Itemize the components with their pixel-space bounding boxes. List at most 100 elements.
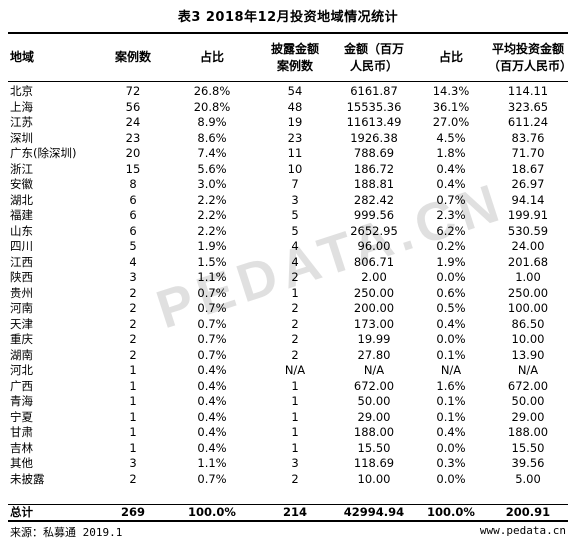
total-amount-share: 100.0% [427, 505, 475, 519]
cell-share: 0.7% [197, 471, 227, 486]
cell-disclosed-cases: 2 [291, 270, 299, 284]
cell-share: 0.7% [197, 347, 227, 362]
cell-avg-amount: 114.11 [507, 84, 549, 98]
cell-region: 上海 [10, 99, 33, 114]
cell-avg-amount: 50.00 [511, 394, 545, 408]
table-row: 江苏 24 8.9% 19 11613.49 27.0% 611.24 [8, 115, 568, 131]
cell-region: 广东(除深圳) [10, 146, 77, 160]
cell-amount-share: 6.2% [436, 223, 466, 238]
cell-disclosed-cases: 48 [287, 99, 303, 114]
cell-region: 吉林 [10, 440, 33, 455]
cell-disclosed-cases: 1 [291, 440, 299, 455]
cell-share: 0.4% [197, 363, 227, 377]
site-url: www.pedata.cn [479, 524, 566, 537]
cell-avg-amount: 250.00 [507, 285, 549, 300]
cell-disclosed-cases: 1 [291, 425, 299, 439]
cell-avg-amount: 83.76 [511, 130, 545, 145]
cell-share: 0.7% [197, 332, 227, 346]
header-share: 占比 [199, 50, 224, 64]
cell-share: 2.2% [197, 192, 227, 207]
cell-disclosed-cases: 2 [291, 347, 299, 362]
cell-region: 重庆 [10, 332, 33, 346]
cell-region: 江西 [10, 254, 33, 269]
cell-amount-share: 1.8% [436, 146, 466, 160]
total-amount: 42994.94 [343, 505, 405, 519]
table-row: 上海 56 20.8% 48 15535.36 36.1% 323.65 [8, 100, 568, 116]
cell-avg-amount: 94.14 [511, 192, 545, 207]
cell-cases: 6 [129, 223, 137, 238]
cell-cases: 2 [129, 301, 137, 315]
cell-region: 湖北 [10, 192, 33, 207]
cell-amount-share: 4.5% [436, 130, 466, 145]
cell-share: 2.2% [197, 208, 227, 222]
cell-share: 8.6% [197, 130, 227, 145]
cell-share: 7.4% [197, 146, 227, 160]
cell-share: 26.8% [193, 84, 231, 98]
cell-disclosed-cases: 1 [291, 409, 299, 424]
cell-amount: 2.00 [361, 270, 387, 284]
cell-avg-amount: 13.90 [511, 347, 545, 362]
cell-disclosed-cases: 2 [291, 332, 299, 346]
cell-amount: 250.00 [353, 285, 395, 300]
cell-cases: 3 [129, 456, 137, 470]
header-rule [8, 81, 568, 82]
cell-cases: 56 [125, 99, 141, 114]
cell-amount: 999.56 [353, 208, 395, 222]
total-rule [8, 504, 568, 505]
cell-share: 5.6% [197, 161, 227, 176]
total-avg-amount: 200.91 [505, 505, 551, 519]
bottom-rule [8, 520, 568, 522]
cell-cases: 2 [129, 332, 137, 346]
cell-region: 贵州 [10, 285, 33, 300]
cell-disclosed-cases: 19 [287, 115, 303, 129]
cell-amount: 11613.49 [346, 115, 402, 129]
cell-region: 甘肃 [10, 425, 33, 439]
total-cases: 269 [120, 505, 145, 519]
cell-amount-share: 14.3% [432, 84, 470, 98]
source-note: 来源：私募通 2019.1 [10, 526, 123, 539]
cell-region: 江苏 [10, 115, 33, 129]
cell-cases: 2 [129, 471, 137, 486]
table-row: 江西 4 1.5% 4 806.71 1.9% 201.68 [8, 255, 568, 271]
cell-avg-amount: 5.00 [515, 471, 541, 486]
cell-amount: 200.00 [353, 301, 395, 315]
total-disclosed-cases: 214 [282, 505, 307, 519]
header-avg-amount: 平均投资金额 （百万人民币） [488, 41, 573, 73]
cell-share: 1.1% [197, 456, 227, 470]
table-row: 河北 1 0.4% N/A N/A N/A N/A [8, 363, 568, 379]
cell-amount: 672.00 [353, 378, 395, 393]
cell-avg-amount: 86.50 [511, 316, 545, 331]
cell-amount: 188.81 [353, 177, 395, 191]
table-row: 福建 6 2.2% 5 999.56 2.3% 199.91 [8, 208, 568, 224]
cell-disclosed-cases: 2 [291, 301, 299, 315]
cell-share: 0.4% [197, 409, 227, 424]
cell-amount-share: 0.2% [436, 239, 466, 253]
cell-cases: 6 [129, 192, 137, 207]
header-amount-share: 占比 [438, 50, 463, 64]
cell-amount-share: 0.6% [436, 285, 466, 300]
cell-cases: 24 [125, 115, 141, 129]
table-row: 深圳 23 8.6% 23 1926.38 4.5% 83.76 [8, 131, 568, 147]
cell-amount-share: 0.1% [436, 394, 466, 408]
cell-share: 8.9% [197, 115, 227, 129]
cell-amount-share: 0.0% [436, 471, 466, 486]
cell-share: 0.4% [197, 378, 227, 393]
cell-amount-share: 0.0% [436, 440, 466, 455]
cell-avg-amount: 39.56 [511, 456, 545, 470]
table-row: 河南 2 0.7% 2 200.00 0.5% 100.00 [8, 301, 568, 317]
cell-cases: 2 [129, 347, 137, 362]
cell-cases: 1 [129, 425, 137, 439]
table-row: 陕西 3 1.1% 2 2.00 0.0% 1.00 [8, 270, 568, 286]
table-row: 青海 1 0.4% 1 50.00 0.1% 50.00 [8, 394, 568, 410]
table-row: 未披露 2 0.7% 2 10.00 0.0% 5.00 [8, 472, 568, 488]
table-row: 其他 3 1.1% 3 118.69 0.3% 39.56 [8, 456, 568, 472]
cell-share: 0.7% [197, 301, 227, 315]
cell-amount-share: 36.1% [432, 99, 470, 114]
header-cases: 案例数 [114, 50, 151, 64]
cell-amount: 1926.38 [350, 130, 398, 145]
cell-amount-share: 0.7% [436, 192, 466, 207]
cell-disclosed-cases: N/A [284, 363, 306, 377]
cell-share: 0.4% [197, 440, 227, 455]
cell-region: 山东 [10, 223, 33, 238]
cell-amount-share: 27.0% [432, 115, 470, 129]
